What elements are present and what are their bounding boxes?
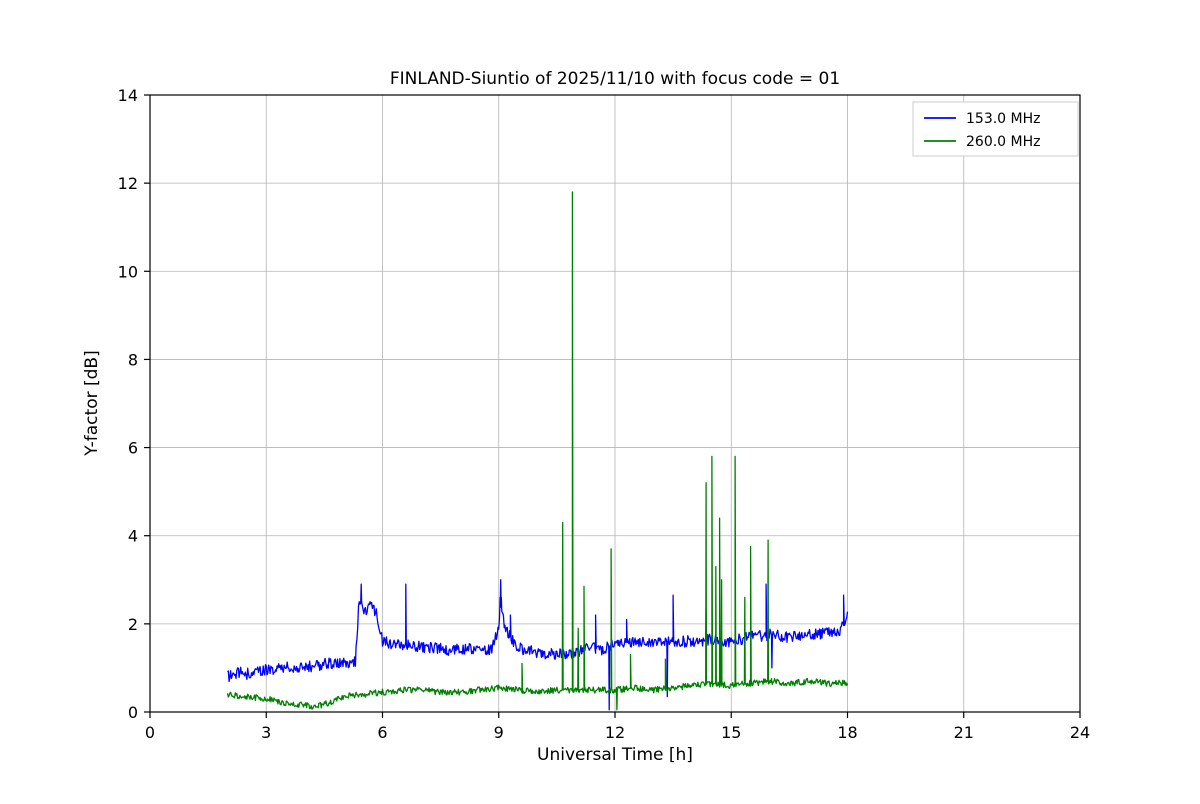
y-tick-label: 12 [118, 174, 138, 193]
y-tick-label: 6 [128, 439, 138, 458]
y-tick-label: 4 [128, 527, 138, 546]
y-tick-label: 0 [128, 703, 138, 722]
legend-box [912, 101, 1079, 157]
legend-label-1: 260.0 MHz [966, 134, 1040, 150]
chart-title: FINLAND-Siuntio of 2025/11/10 with focus… [390, 69, 840, 89]
series-line-260-0-mhz [226, 191, 849, 711]
legend-label-0: 153.0 MHz [966, 111, 1040, 127]
x-tick-label: 12 [605, 723, 625, 742]
series-layer [226, 191, 849, 711]
x-tick-label: 3 [261, 723, 271, 742]
x-axis-label: Universal Time [h] [537, 745, 693, 765]
y-tick-label: 8 [128, 350, 138, 369]
y-axis-label: Y-factor [dB] [82, 350, 102, 456]
x-tick-label: 18 [837, 723, 857, 742]
y-tick-label: 2 [128, 615, 138, 634]
series-line-153-0-mhz [227, 579, 849, 711]
y-tick-label: 14 [118, 86, 138, 105]
x-tick-label: 9 [494, 723, 504, 742]
x-tick-label: 6 [377, 723, 387, 742]
grid-layer [149, 94, 1081, 713]
x-tick-label: 24 [1070, 723, 1090, 742]
legend: 153.0 MHz 260.0 MHz [912, 101, 1079, 157]
y-tick-label: 10 [118, 262, 138, 281]
x-tick-label: 0 [145, 723, 155, 742]
x-tick-label: 21 [954, 723, 974, 742]
x-tick-label: 15 [721, 723, 741, 742]
